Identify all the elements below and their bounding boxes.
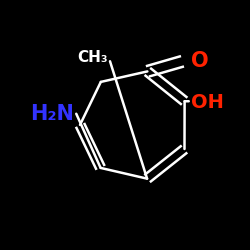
Text: H₂N: H₂N xyxy=(30,104,74,124)
Text: OH: OH xyxy=(190,94,224,112)
Text: O: O xyxy=(190,51,208,71)
Text: CH₃: CH₃ xyxy=(77,50,108,66)
